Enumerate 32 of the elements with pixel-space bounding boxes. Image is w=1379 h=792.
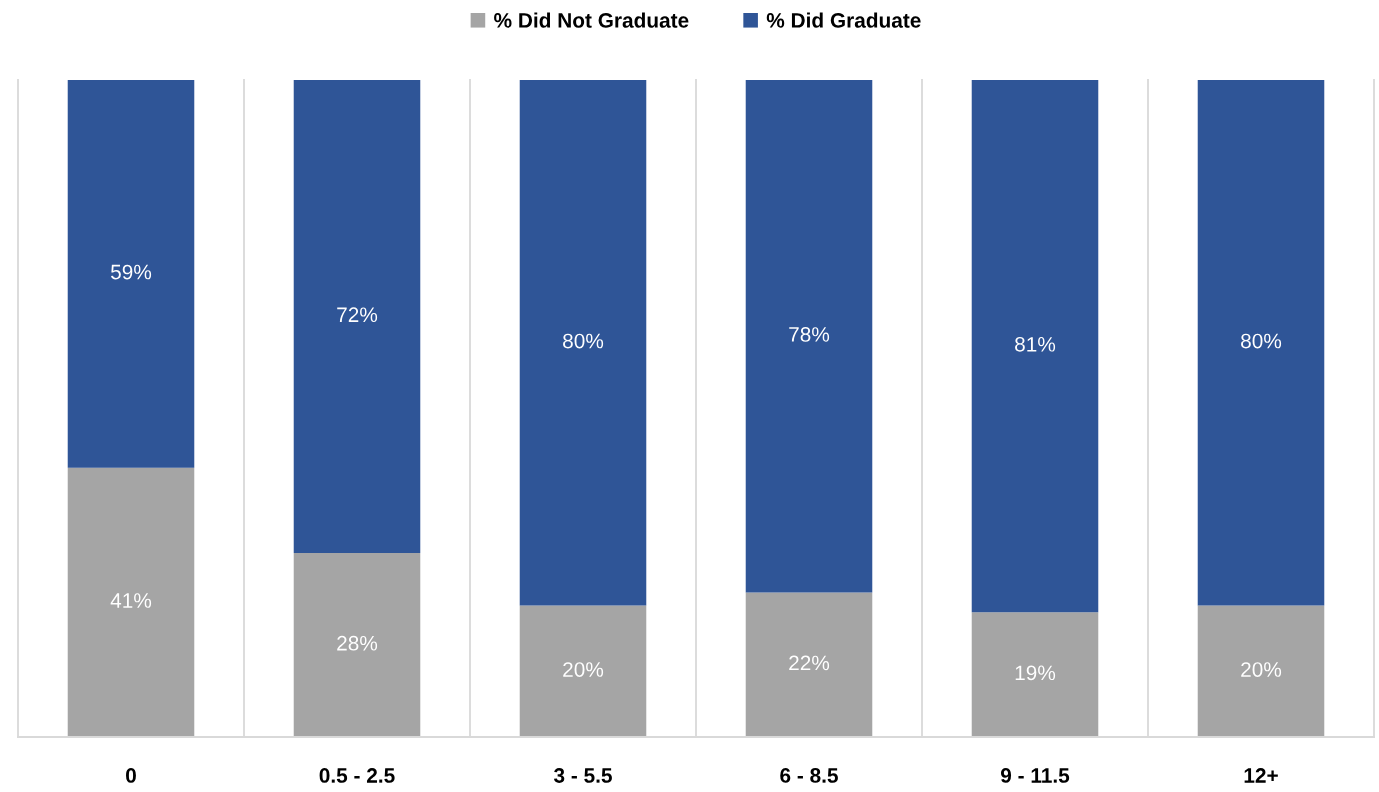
bar [67, 467, 195, 737]
x-tick-label: 0.5 - 2.5 [319, 768, 395, 783]
data-label: 28% [337, 635, 378, 651]
bar [971, 80, 1099, 613]
x-tick-label: 3 - 5.5 [553, 768, 612, 783]
data-label: 41% [110, 593, 152, 608]
bar [971, 612, 1099, 737]
data-label: 20% [563, 662, 604, 677]
x-tick-label: 0 [126, 768, 136, 783]
legend-label: % Did Graduate [766, 12, 921, 28]
bar [745, 592, 873, 737]
data-label: 59% [110, 264, 152, 280]
data-label: 78% [789, 327, 830, 342]
x-tick-label: 6 - 8.5 [780, 768, 838, 783]
data-label: 19% [1015, 665, 1056, 681]
data-label: 81% [1015, 336, 1056, 352]
legend-label: % Did Not Graduate [494, 12, 689, 28]
data-label: 20% [1241, 662, 1282, 677]
data-label: 80% [1241, 333, 1282, 349]
data-label: 72% [337, 307, 378, 323]
bar [1197, 80, 1325, 606]
bar [293, 80, 421, 554]
bar [67, 80, 195, 468]
x-tick-label: 9 - 11.5 [1000, 768, 1070, 783]
bar [1197, 605, 1325, 737]
bar [293, 553, 421, 737]
x-tick-label: 12+ [1244, 768, 1278, 783]
bar [519, 80, 647, 606]
data-label: 22% [789, 655, 830, 671]
bar [745, 80, 873, 593]
data-label: 80% [563, 333, 604, 349]
bar [519, 605, 647, 737]
